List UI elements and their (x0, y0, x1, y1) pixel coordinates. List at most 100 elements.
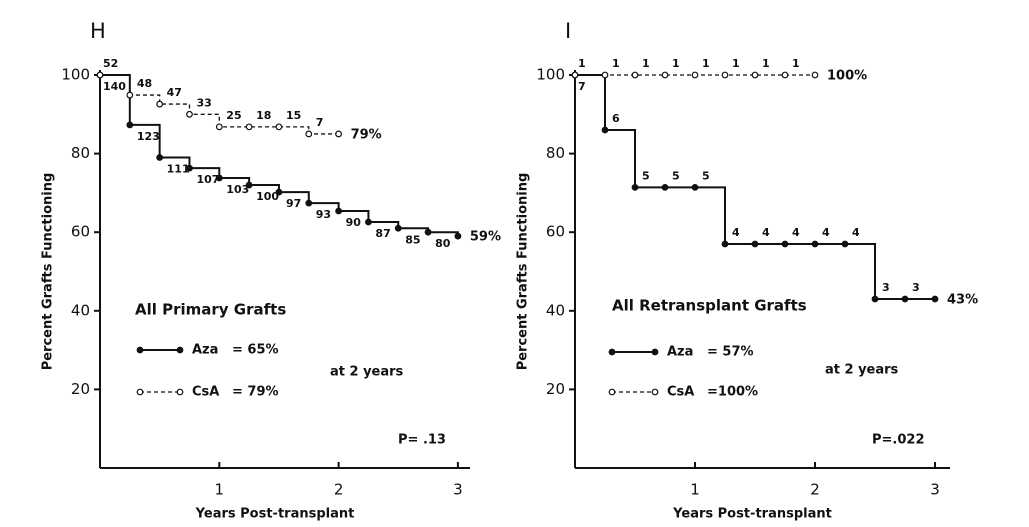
at-risk-label: 87 (375, 227, 390, 240)
at-risk-label: 48 (137, 77, 152, 90)
data-point (841, 240, 849, 248)
at-risk-label: 107 (196, 173, 219, 186)
annotation: P= .13 (398, 433, 446, 448)
data-point (186, 164, 193, 172)
at-risk-label: 33 (196, 96, 211, 109)
data-point (751, 240, 759, 248)
at-risk-label: 1 (762, 57, 770, 70)
legend-marker (176, 388, 184, 396)
data-point (751, 71, 759, 79)
survival-curve (100, 74, 459, 237)
at-risk-label: 15 (286, 109, 301, 122)
at-risk-label: 4 (822, 226, 830, 239)
at-risk-label: 1 (792, 57, 800, 70)
legend-note: at 2 years (330, 365, 404, 380)
at-risk-label: 97 (286, 197, 301, 210)
data-point (394, 224, 402, 232)
at-risk-label: 1 (702, 57, 710, 70)
at-risk-label: 90 (346, 216, 362, 229)
data-point (215, 174, 223, 182)
data-point (305, 199, 313, 207)
survival-curve (100, 74, 339, 135)
at-risk-label: 100 (256, 190, 279, 203)
at-risk-label: 3 (912, 281, 920, 294)
at-risk-label: 5 (642, 169, 650, 182)
y-axis-label: Percent Grafts Functioning (516, 173, 531, 371)
at-risk-label: 111 (167, 163, 190, 176)
legend-value: = 57% (707, 345, 754, 360)
y-tick-label: 40 (71, 301, 90, 319)
legend-name: Aza (192, 343, 218, 358)
data-point (571, 71, 579, 79)
data-point (126, 121, 134, 129)
data-point (721, 71, 729, 79)
legend-marker (136, 388, 144, 396)
annotation: P=.022 (872, 433, 925, 448)
at-risk-label: 1 (672, 57, 680, 70)
data-point (245, 123, 253, 131)
data-point (811, 240, 819, 248)
at-risk-label: 85 (405, 233, 420, 246)
at-risk-label: 4 (852, 226, 860, 239)
panel-label: I (565, 19, 571, 43)
at-risk-label: 47 (167, 86, 182, 99)
panel-label: H (90, 19, 106, 43)
data-point (275, 188, 283, 196)
data-point (661, 183, 669, 191)
y-tick-label: 80 (71, 144, 90, 162)
at-risk-label: 6 (612, 112, 620, 125)
data-point (691, 71, 699, 79)
at-risk-label: 1 (578, 57, 586, 70)
data-point (691, 183, 699, 191)
data-point (156, 100, 164, 108)
data-point (424, 228, 432, 236)
data-point (275, 123, 283, 131)
y-tick-label: 40 (546, 301, 565, 319)
data-point (901, 295, 909, 303)
survival-curve (575, 74, 935, 301)
legend-marker (176, 346, 184, 354)
at-risk-label: 1 (612, 57, 620, 70)
data-point (811, 71, 819, 79)
at-risk-label: 52 (103, 57, 118, 70)
x-tick-label: 2 (334, 481, 344, 499)
at-risk-label: 7 (316, 116, 324, 129)
legend-marker (608, 388, 616, 396)
y-axis-label: Percent Grafts Functioning (41, 173, 56, 371)
at-risk-label: 1 (642, 57, 650, 70)
legend-value: = 79% (232, 385, 279, 400)
y-tick-label: 100 (536, 66, 565, 84)
at-risk-label: 4 (732, 226, 740, 239)
data-point (365, 218, 372, 226)
legend-name: CsA (667, 385, 694, 400)
data-point (661, 71, 669, 79)
data-point (781, 71, 789, 79)
legend-marker (651, 388, 659, 396)
legend-marker (608, 348, 616, 356)
at-risk-label: 1 (732, 57, 740, 70)
at-risk-label: 123 (137, 130, 160, 143)
data-point (186, 110, 193, 118)
legend-name: CsA (192, 385, 219, 400)
data-point (631, 183, 639, 191)
at-risk-label: 3 (882, 281, 890, 294)
end-label: 100% (827, 69, 867, 84)
legend-title: All Primary Grafts (135, 301, 286, 319)
at-risk-label: 5 (702, 169, 710, 182)
at-risk-label: 103 (226, 183, 249, 196)
data-point (931, 295, 939, 303)
legend-note: at 2 years (825, 363, 899, 378)
data-point (335, 130, 343, 138)
at-risk-label: 140 (103, 80, 126, 93)
data-point (156, 154, 164, 161)
x-tick-label: 3 (453, 481, 463, 499)
legend-value: =100% (707, 385, 758, 400)
x-tick-label: 1 (690, 481, 700, 499)
end-label: 79% (351, 127, 382, 142)
x-axis-label: Years Post-transplant (672, 507, 832, 522)
data-point (454, 232, 462, 240)
at-risk-label: 80 (435, 237, 451, 250)
y-tick-label: 20 (546, 380, 565, 398)
at-risk-label: 4 (792, 226, 800, 239)
